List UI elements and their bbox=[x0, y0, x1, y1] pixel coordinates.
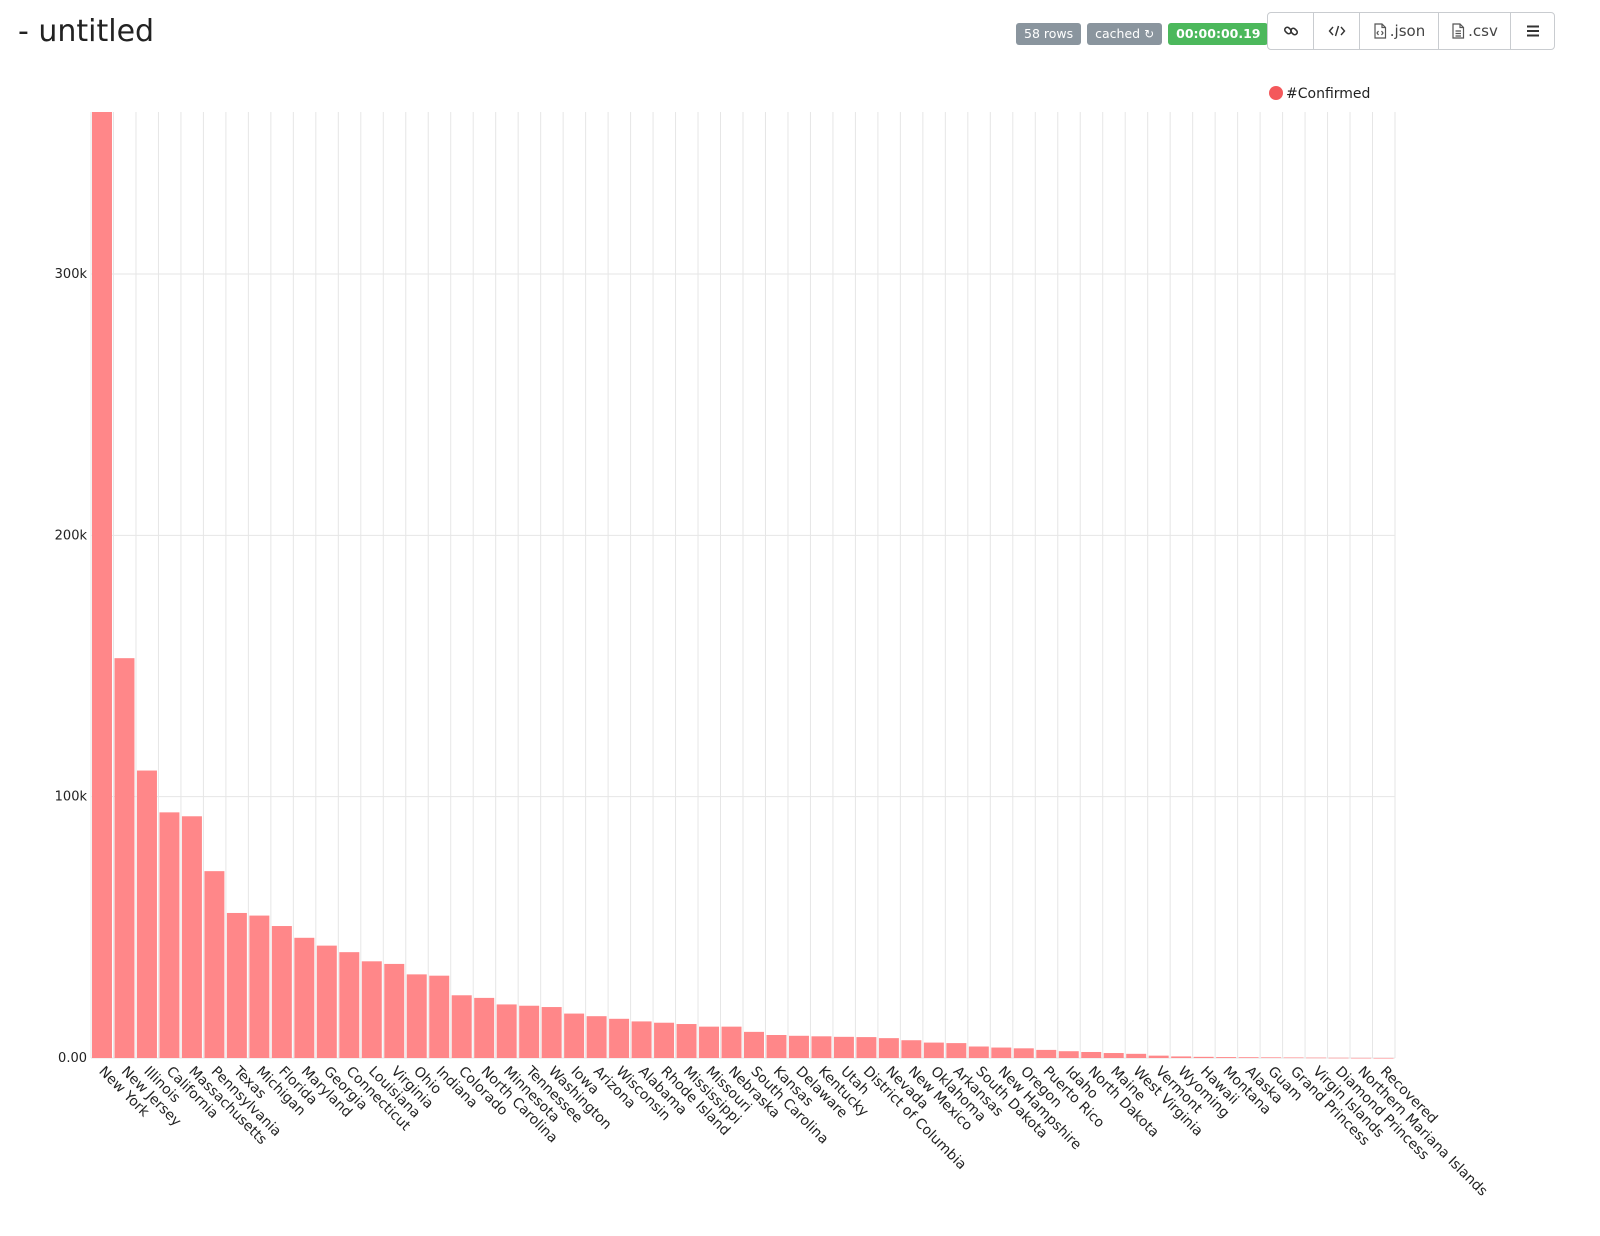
link-icon bbox=[1283, 26, 1298, 36]
bars bbox=[92, 112, 1394, 1059]
header: - untitled 58 rows cached ↻ 00:00:00.19 bbox=[0, 0, 1600, 70]
bar[interactable] bbox=[991, 1047, 1012, 1058]
bar[interactable] bbox=[744, 1031, 764, 1058]
csv-label: .csv bbox=[1468, 22, 1498, 40]
bar[interactable] bbox=[451, 995, 472, 1058]
y-tick-label: 200k bbox=[55, 528, 88, 543]
bar[interactable] bbox=[316, 945, 337, 1058]
legend[interactable]: #Confirmed bbox=[1269, 86, 1370, 102]
bar[interactable] bbox=[294, 937, 315, 1058]
bar[interactable] bbox=[159, 812, 180, 1058]
bar[interactable] bbox=[901, 1040, 922, 1058]
bar[interactable] bbox=[609, 1018, 630, 1058]
bar[interactable] bbox=[1216, 1057, 1237, 1058]
bar[interactable] bbox=[339, 952, 360, 1058]
y-axis: 0.00 100k 200k 300k bbox=[55, 267, 88, 1066]
bar[interactable] bbox=[204, 871, 225, 1058]
menu-button[interactable] bbox=[1511, 13, 1554, 49]
bar[interactable] bbox=[136, 770, 157, 1058]
row-count-badge: 58 rows bbox=[1016, 23, 1082, 45]
file-text-icon bbox=[1452, 23, 1465, 39]
bar[interactable] bbox=[1261, 1057, 1282, 1058]
bar[interactable] bbox=[1148, 1055, 1169, 1058]
bar[interactable] bbox=[474, 997, 495, 1058]
bar[interactable] bbox=[1193, 1056, 1214, 1058]
legend-label: #Confirmed bbox=[1286, 86, 1370, 102]
duration-label: 00:00:00.19 bbox=[1176, 26, 1261, 41]
bar[interactable] bbox=[114, 658, 135, 1058]
duration-badge: 00:00:00.19 bbox=[1168, 23, 1269, 45]
bar[interactable] bbox=[541, 1007, 562, 1058]
copy-link-button[interactable] bbox=[1268, 13, 1314, 49]
page-title: - untitled bbox=[18, 14, 155, 49]
refresh-icon[interactable]: ↻ bbox=[1144, 27, 1155, 41]
bar[interactable] bbox=[1036, 1049, 1057, 1058]
bar[interactable] bbox=[766, 1035, 787, 1058]
bar[interactable] bbox=[1058, 1051, 1079, 1058]
bar[interactable] bbox=[856, 1037, 877, 1058]
bar[interactable] bbox=[586, 1016, 607, 1058]
bar[interactable] bbox=[1328, 1057, 1349, 1059]
bar[interactable] bbox=[1306, 1057, 1327, 1059]
bar[interactable] bbox=[271, 926, 292, 1058]
export-json-button[interactable]: .json bbox=[1360, 13, 1439, 49]
y-tick-label: 300k bbox=[55, 267, 88, 282]
cached-label: cached bbox=[1095, 26, 1141, 41]
file-code-icon bbox=[1374, 23, 1386, 39]
toolbar: .json .csv bbox=[1267, 12, 1555, 50]
bar[interactable] bbox=[1373, 1057, 1394, 1059]
bar[interactable] bbox=[406, 974, 427, 1058]
cached-badge[interactable]: cached ↻ bbox=[1087, 23, 1163, 45]
bar[interactable] bbox=[92, 112, 112, 1058]
bar[interactable] bbox=[968, 1046, 989, 1058]
bar[interactable] bbox=[811, 1036, 832, 1058]
bar[interactable] bbox=[721, 1026, 742, 1058]
bar[interactable] bbox=[1283, 1057, 1304, 1059]
bar[interactable] bbox=[519, 1005, 540, 1058]
bar[interactable] bbox=[833, 1036, 854, 1058]
bar[interactable] bbox=[1081, 1051, 1102, 1058]
bar[interactable] bbox=[429, 975, 450, 1058]
embed-code-button[interactable] bbox=[1314, 13, 1360, 49]
y-tick-label: 0.00 bbox=[58, 1051, 87, 1066]
bar[interactable] bbox=[1126, 1053, 1147, 1058]
bar[interactable] bbox=[1171, 1056, 1192, 1058]
bar[interactable] bbox=[226, 912, 247, 1058]
bar[interactable] bbox=[181, 816, 202, 1058]
bar[interactable] bbox=[1351, 1057, 1372, 1059]
bar[interactable] bbox=[1013, 1048, 1034, 1058]
legend-marker bbox=[1269, 86, 1283, 100]
grid bbox=[90, 112, 1396, 1059]
bar[interactable] bbox=[361, 961, 382, 1058]
export-csv-button[interactable]: .csv bbox=[1439, 13, 1511, 49]
bar[interactable] bbox=[654, 1022, 675, 1058]
row-count-label: 58 rows bbox=[1024, 26, 1074, 41]
menu-icon bbox=[1526, 25, 1539, 37]
bar[interactable] bbox=[384, 963, 405, 1058]
y-tick-label: 100k bbox=[55, 790, 88, 805]
json-label: .json bbox=[1389, 22, 1426, 40]
status-badges: 58 rows cached ↻ 00:00:00.19 bbox=[1016, 23, 1269, 45]
code-icon bbox=[1328, 25, 1345, 37]
bar[interactable] bbox=[676, 1024, 697, 1058]
bar[interactable] bbox=[699, 1026, 720, 1058]
bar[interactable] bbox=[946, 1043, 967, 1058]
bar[interactable] bbox=[788, 1035, 809, 1058]
bar[interactable] bbox=[249, 915, 270, 1058]
bar[interactable] bbox=[631, 1021, 652, 1058]
bar[interactable] bbox=[878, 1038, 899, 1058]
bar[interactable] bbox=[923, 1042, 944, 1058]
bar[interactable] bbox=[1103, 1053, 1124, 1058]
bar[interactable] bbox=[1238, 1057, 1259, 1058]
bar[interactable] bbox=[564, 1013, 585, 1058]
bar[interactable] bbox=[496, 1004, 517, 1058]
